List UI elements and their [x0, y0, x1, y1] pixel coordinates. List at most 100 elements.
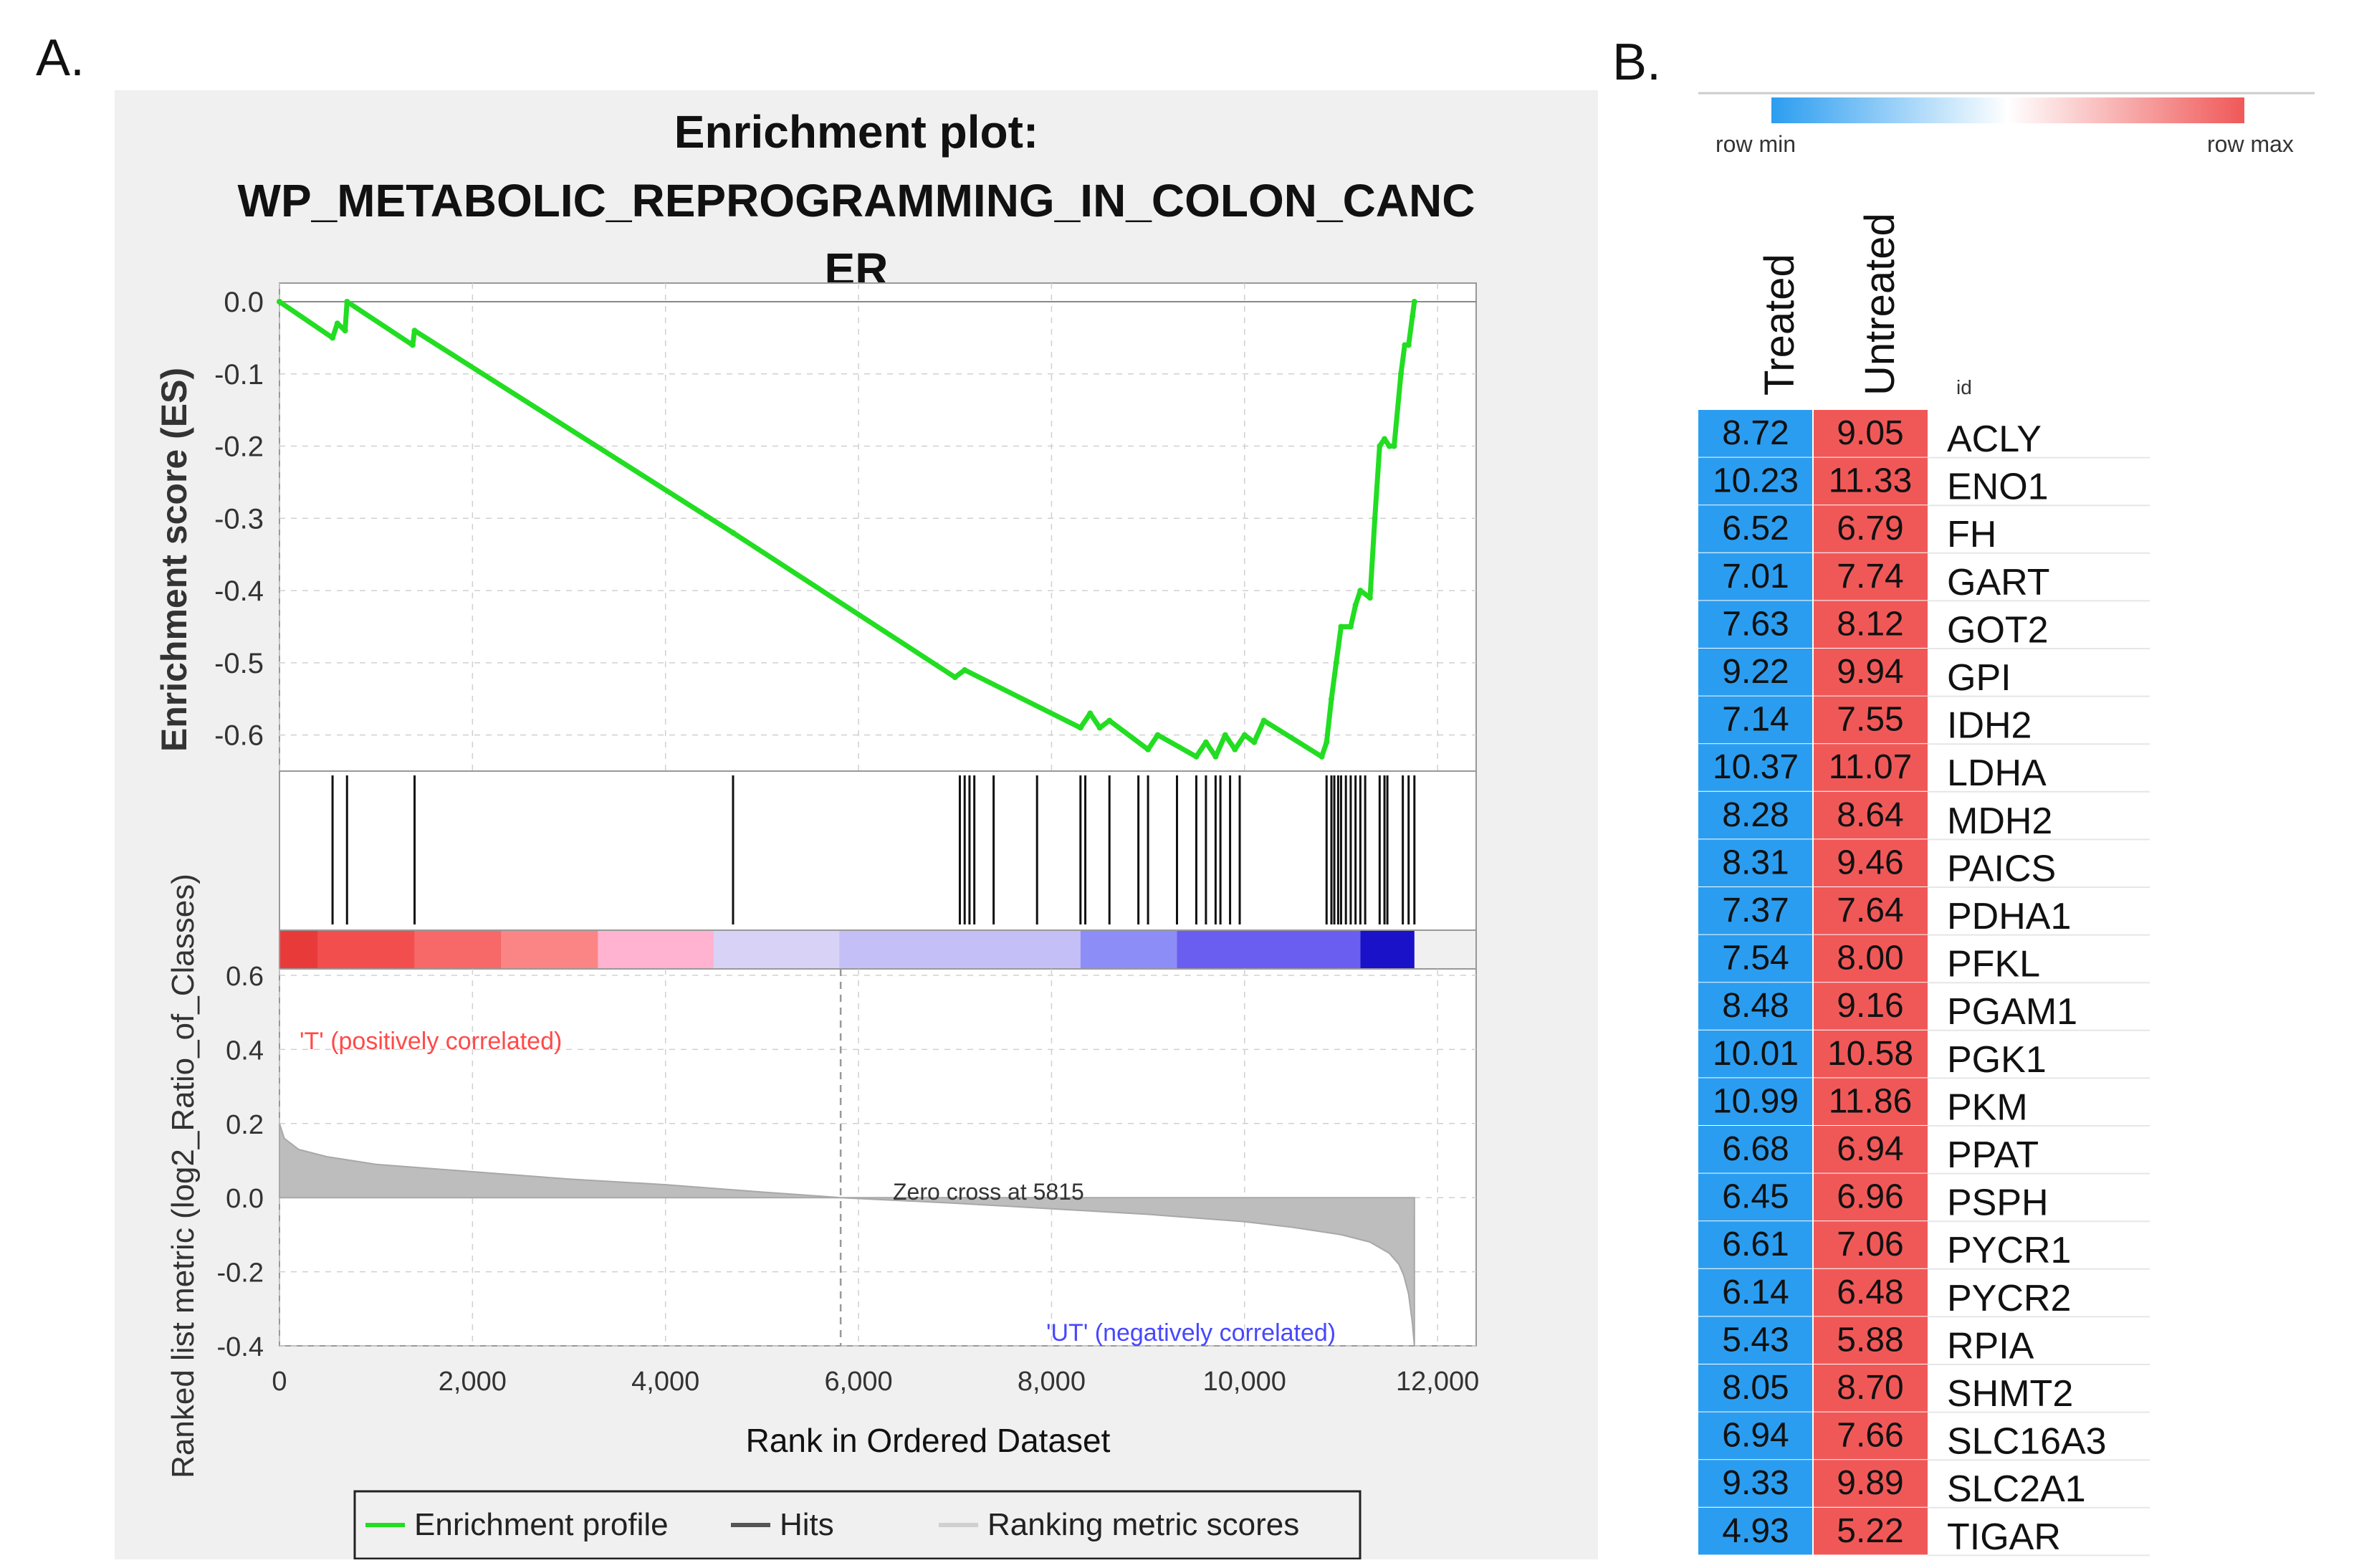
heat-value-untreated: 10.58 [1827, 1035, 1913, 1073]
heat-cell-treated [1698, 1268, 1813, 1317]
heat-cell-treated [1698, 744, 1813, 792]
heat-value-untreated: 9.16 [1837, 987, 1903, 1025]
heat-cell-untreated [1813, 791, 1928, 840]
band-segment [414, 930, 502, 969]
es-subplot: 0.0 -0.1 -0.2 -0.3 -0.4 -0.5 -0.6 [214, 282, 1477, 772]
heat-cell-treated [1698, 791, 1813, 840]
heat-cell-treated [1698, 1460, 1813, 1508]
positive-correlation-label: 'T' (positively correlated) [300, 1028, 562, 1055]
x-tick-label: 6,000 [825, 1367, 893, 1397]
heat-cell-treated [1698, 1507, 1813, 1556]
gene-id-label: PGAM1 [1947, 991, 2077, 1033]
enrichment-point [1154, 732, 1161, 738]
enrichment-point [962, 666, 968, 673]
heat-cell-treated [1698, 1173, 1813, 1222]
gene-id-label: ENO1 [1947, 467, 2049, 508]
gene-id-label: IDH2 [1947, 705, 2032, 747]
heat-value-treated: 8.28 [1722, 796, 1789, 834]
enrichment-point [1193, 753, 1200, 760]
gene-id-label: PYCR2 [1947, 1278, 2071, 1319]
heat-cell-untreated [1813, 505, 1928, 553]
gene-id-label: GOT2 [1947, 609, 2049, 651]
heat-value-untreated: 9.05 [1837, 414, 1903, 452]
enrichment-point [411, 328, 418, 334]
enrichment-point [1222, 732, 1228, 738]
gene-id-label: SHMT2 [1947, 1373, 2073, 1415]
heat-value-untreated: 9.46 [1837, 843, 1903, 881]
heat-value-treated: 4.93 [1722, 1512, 1789, 1550]
heat-value-untreated: 8.00 [1837, 940, 1903, 977]
enrichment-point [409, 342, 416, 348]
enrichment-point [1319, 753, 1325, 760]
enrichment-point [1377, 443, 1383, 449]
heat-value-treated: 10.37 [1713, 748, 1799, 786]
heat-cell-untreated [1813, 1221, 1928, 1269]
metric-y-tick-label: -0.2 [217, 1258, 264, 1289]
heat-cell-untreated [1813, 1460, 1928, 1508]
heat-value-treated: 8.05 [1722, 1369, 1789, 1407]
enrichment-point [952, 674, 958, 680]
legend-label-enrichment: Enrichment profile [414, 1507, 669, 1542]
heat-cell-untreated [1813, 553, 1928, 601]
zero-cross-label: Zero cross at 5815 [893, 1179, 1084, 1205]
heat-cell-treated [1698, 410, 1813, 458]
enrichment-point [1251, 739, 1258, 745]
heat-cell-treated [1698, 457, 1813, 506]
heat-value-treated: 5.43 [1722, 1321, 1789, 1359]
heat-value-treated: 6.68 [1722, 1130, 1789, 1168]
enrichment-point [1077, 725, 1083, 731]
enrichment-point [1087, 710, 1094, 717]
heat-cell-untreated [1813, 1364, 1928, 1412]
heat-cell-treated [1698, 505, 1813, 553]
heat-cell-untreated [1813, 601, 1928, 649]
heat-value-untreated: 7.74 [1837, 558, 1903, 596]
heat-value-treated: 8.72 [1722, 414, 1789, 452]
gene-id-label: ACLY [1947, 419, 2042, 460]
enrichment-point [1333, 659, 1339, 666]
enrichment-point [1391, 443, 1397, 449]
gene-id-label: PDHA1 [1947, 896, 2071, 937]
gene-id-label: TIGAR [1947, 1516, 2061, 1558]
heat-value-treated: 6.45 [1722, 1178, 1789, 1216]
gene-id-label: PAICS [1947, 848, 2056, 889]
x-tick-label: 2,000 [439, 1367, 507, 1397]
heat-value-untreated: 7.64 [1837, 891, 1903, 929]
heat-cell-treated [1698, 1412, 1813, 1461]
heat-value-treated: 9.33 [1722, 1464, 1789, 1502]
negative-correlation-label: 'UT' (negatively correlated) [1046, 1319, 1336, 1347]
es-y-axis-label: Enrichment score (ES) [154, 368, 194, 752]
band-segment [279, 930, 318, 969]
heat-value-treated: 6.61 [1722, 1225, 1789, 1263]
heat-cell-untreated [1813, 887, 1928, 935]
metric-y-tick-label: -0.4 [217, 1332, 264, 1362]
enrichment-point [1347, 623, 1354, 630]
heat-cell-untreated [1813, 1173, 1928, 1222]
ranked-color-band [279, 929, 1477, 970]
enrichment-point [1357, 588, 1364, 594]
legend-box [353, 1490, 1362, 1559]
hits-plot-area [279, 770, 1477, 931]
enrichment-point [277, 299, 282, 305]
hits-subplot [279, 770, 1477, 931]
heat-cell-untreated [1813, 410, 1928, 458]
heat-cell-untreated [1813, 1316, 1928, 1364]
gene-id-label: LDHA [1947, 752, 2047, 794]
band-segment [1360, 930, 1415, 969]
heat-value-treated: 7.37 [1722, 891, 1789, 929]
enrichment-point [1106, 717, 1113, 724]
heat-cell-untreated [1813, 457, 1928, 506]
enrichment-point [1096, 725, 1103, 731]
chart-title-line-2: WP_METABOLIC_REPROGRAMMING_IN_COLON_CANC [237, 175, 1475, 226]
heat-cell-untreated [1813, 1412, 1928, 1461]
heat-cell-treated [1698, 934, 1813, 983]
enrichment-point [1241, 732, 1248, 738]
enrichment-point [1397, 371, 1404, 377]
heat-value-untreated: 11.07 [1829, 748, 1913, 786]
heat-value-treated: 9.22 [1722, 653, 1789, 691]
heat-value-untreated: 5.88 [1837, 1321, 1903, 1359]
heat-value-treated: 7.01 [1722, 558, 1789, 596]
heat-cell-treated [1698, 839, 1813, 887]
x-axis-label: Rank in Ordered Dataset [746, 1422, 1111, 1459]
heat-value-untreated: 7.66 [1837, 1417, 1903, 1455]
metric-y-axis-label: Ranked list metric (log2_Ratio_of_Classe… [166, 874, 201, 1478]
